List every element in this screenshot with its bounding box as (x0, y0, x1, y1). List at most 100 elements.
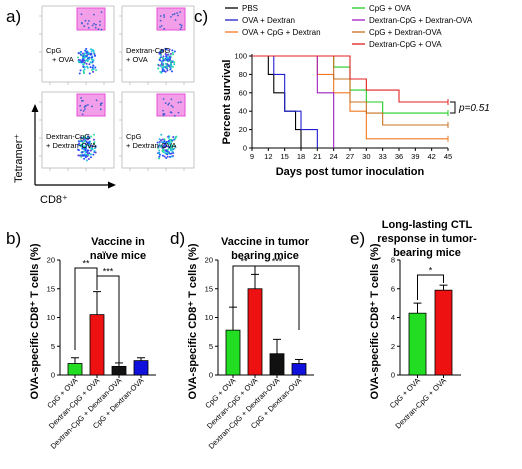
flow-event-dot (91, 49, 94, 52)
flow-event-dot (94, 151, 97, 154)
survival-x-tick-label: 9 (250, 152, 254, 161)
flow-event-dot (170, 70, 173, 73)
gated-event-dot (99, 24, 101, 26)
flow-event-dot (160, 140, 163, 143)
legend-label: PBS (242, 4, 258, 13)
flow-event-dot (169, 62, 172, 65)
gated-event-dot (162, 113, 165, 115)
flow-event-dot (84, 52, 87, 55)
flow-event-dot (83, 154, 86, 157)
flow-event-dot (92, 59, 95, 62)
flow-event-dot (83, 140, 86, 143)
flow-event-dot (166, 66, 169, 69)
flow-event-dot (92, 153, 95, 156)
bar-chart-title-line: Long-lasting CTL (382, 219, 473, 231)
flow-event-dot (170, 155, 173, 158)
flow-event-dot (160, 53, 163, 56)
flow-event-dot (166, 153, 169, 156)
flow-event-dot (88, 137, 91, 140)
flow-event-dot (164, 62, 167, 65)
flow-event-dot (92, 142, 95, 145)
flow-event-dot (162, 59, 165, 62)
gated-event-dot (163, 27, 166, 30)
bar-y-tick-label: 10 (205, 313, 213, 322)
gated-event-dot (87, 20, 90, 22)
gated-event-dot (95, 23, 97, 26)
survival-y-tick-label: 20 (239, 125, 247, 134)
flow-plot-label-line1: CpG (126, 132, 142, 141)
survival-x-tick-label: 12 (264, 152, 272, 161)
flow-event-dot (158, 155, 161, 158)
flow-event-dot (160, 48, 163, 51)
flow-event-dot (165, 58, 168, 61)
gated-event-dot (172, 106, 174, 108)
flow-event-dot (172, 135, 175, 138)
flow-event-dot (160, 56, 163, 59)
bar-0 (67, 363, 83, 376)
flow-event-dot (92, 52, 95, 55)
flow-event-dot (164, 52, 167, 55)
gated-event-dot (91, 24, 94, 27)
flow-event-dot (170, 64, 173, 67)
flow-event-dot (83, 145, 86, 148)
flow-event-dot (90, 58, 93, 61)
flow-event-dot (159, 70, 162, 73)
gated-event-dot (177, 14, 179, 17)
flow-plot-label-line2: + Dextran-OVA (46, 141, 97, 150)
bar-y-tick-label: 5 (209, 342, 213, 351)
flow-event-dot (173, 50, 176, 53)
gated-event-dot (87, 26, 90, 29)
gated-event-dot (163, 16, 166, 18)
flow-event-dot (89, 53, 92, 56)
bar-y-tick-label: 5 (51, 342, 55, 351)
flow-event-dot (170, 145, 173, 148)
flow-event-dot (173, 147, 176, 150)
flow-event-dot (81, 154, 84, 157)
survival-x-tick-label: 15 (280, 152, 288, 161)
flow-event-dot (158, 141, 161, 144)
flow-event-dot (93, 149, 96, 152)
survival-x-tick-label: 21 (313, 152, 321, 161)
flow-event-dot (89, 146, 92, 149)
flow-event-dot (94, 54, 97, 57)
survival-x-tick-label: 42 (427, 152, 435, 161)
gated-event-dot (173, 13, 176, 15)
gated-event-dot (164, 102, 167, 105)
flow-event-dot (78, 60, 81, 63)
flow-event-dot (165, 156, 168, 159)
flow-event-dot (84, 137, 87, 140)
flow-event-dot (158, 153, 161, 156)
gated-event-dot (99, 102, 102, 105)
bar-y-tick-label: 0 (209, 371, 213, 380)
bar-y-tick-label: 15 (205, 284, 213, 293)
bar-y-axis-title: OVA-specific CD8⁺ T cells (%) (29, 243, 41, 399)
gated-event-dot (162, 109, 164, 112)
gated-event-dot (162, 114, 165, 117)
flow-plot-label-line1: CpG (46, 46, 62, 55)
flow-event-dot (170, 149, 173, 152)
flow-event-dot (93, 141, 96, 144)
gated-event-dot (177, 101, 180, 104)
flow-event-dot (166, 53, 169, 56)
flow-event-dot (162, 55, 165, 58)
flow-event-dot (86, 138, 89, 141)
panel-a-flow-cytometry: a) Tetramer⁺ CD8⁺ (6, 7, 116, 206)
bar-3 (133, 360, 149, 376)
gated-event-dot (87, 103, 89, 106)
gated-event-dot (94, 26, 97, 29)
legend-label: OVA + CpG + Dextran (242, 28, 321, 37)
flow-event-dot (81, 140, 84, 143)
gated-event-dot (170, 98, 173, 101)
flow-event-dot (83, 157, 86, 160)
panel-c-survival-chart: c) 0 20 40 60 80 100 9 12 15 18 21 24 27 30 33 36 39 42 45 D… (194, 4, 490, 178)
survival-line-1 (252, 55, 318, 148)
gated-event-dot (160, 24, 163, 27)
flow-event-dot (162, 146, 165, 149)
bar-0 (225, 329, 241, 376)
bar-0 (408, 312, 427, 376)
flow-plot-label-line1: Dextran-CpG (126, 46, 170, 55)
bar-category-label: Dextran-CpG + OVA (393, 376, 447, 430)
flow-event-dot (156, 141, 159, 144)
gated-event-dot (81, 22, 84, 25)
